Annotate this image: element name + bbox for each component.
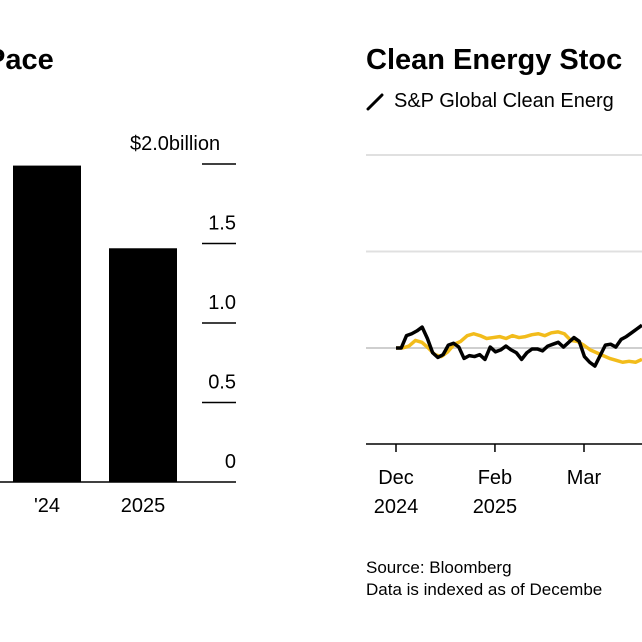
bar-y-tick-label: $2.0billion [130, 133, 220, 155]
bar-x-tick-label: '24 [34, 495, 60, 517]
line-x-tick-label: Mar [567, 467, 602, 489]
note-text: Data is indexed as of Decembe [366, 580, 603, 599]
legend-line-icon [366, 93, 384, 110]
line-x-tick-sublabel: 2025 [473, 496, 518, 518]
series-line-clean-energy [396, 323, 642, 368]
bar-y-tick-label: 0 [225, 451, 236, 473]
right-chart-title: Clean Energy Stoc [366, 44, 623, 76]
line-x-tick-label: Dec [378, 467, 414, 489]
bar-y-tick-label: 1.5 [208, 213, 236, 235]
bar-1 [109, 248, 177, 482]
source-notes: Source: Bloomberg Data is indexed as of … [366, 557, 602, 601]
bar-y-tick-label: 1.0 [208, 292, 236, 314]
line-x-tick-label: Feb [478, 467, 512, 489]
bar-0 [13, 165, 81, 482]
legend: S&P Global Clean Energ [366, 90, 614, 113]
bar-y-tick-label: 0.5 [208, 372, 236, 394]
line-x-tick-sublabel: 2024 [374, 496, 419, 518]
bar-x-tick-label: 2025 [121, 495, 166, 517]
source-text: Source: Bloomberg [366, 558, 512, 577]
left-chart-title: Pace [0, 44, 54, 76]
legend-label: S&P Global Clean Energ [394, 90, 614, 112]
